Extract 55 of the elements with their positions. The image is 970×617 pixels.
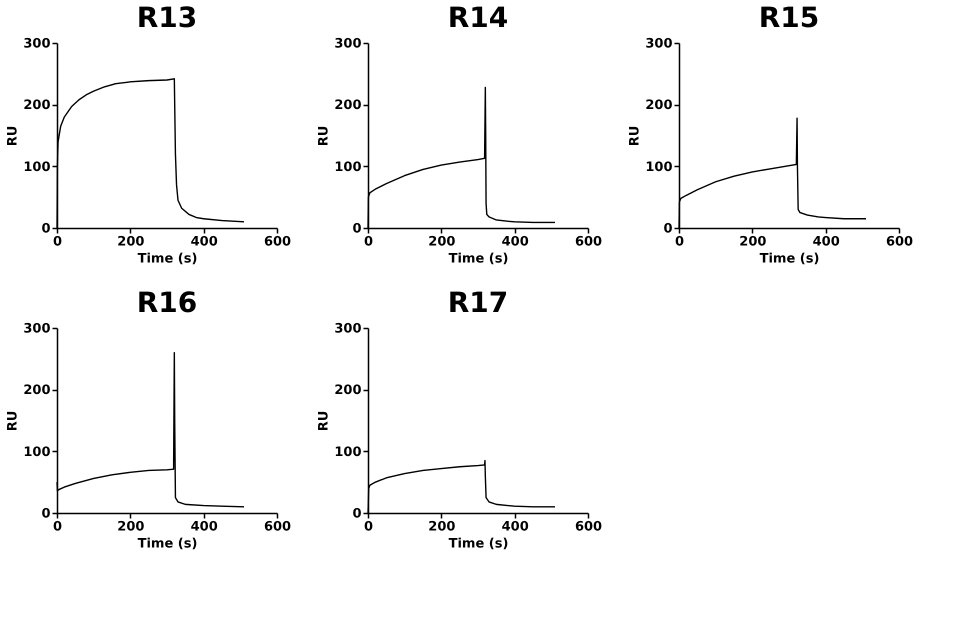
x-tick-label: 600 [886, 234, 914, 250]
x-axis-title: Time (s) [448, 252, 508, 266]
y-tick-label: 0 [352, 506, 362, 522]
x-axis-title: Time (s) [138, 252, 198, 266]
x-tick-label: 400 [502, 520, 529, 534]
chart-title: R14 [448, 1, 508, 34]
x-tick-label: 400 [190, 520, 218, 534]
y-axis-title: RU [5, 410, 20, 432]
x-tick-label: 200 [428, 520, 456, 534]
y-tick-label: 100 [645, 160, 672, 175]
x-tick-label: 200 [117, 520, 144, 534]
y-tick-label: 0 [663, 222, 672, 236]
x-tick-label: 600 [574, 234, 602, 250]
y-tick-label: 200 [334, 383, 362, 398]
y-tick-label: 0 [41, 506, 50, 522]
x-tick-label: 600 [264, 520, 292, 534]
chart-title: R15 [758, 1, 820, 34]
y-tick-label: 300 [334, 322, 362, 336]
x-tick-label: 0 [52, 520, 62, 534]
chart-title: R13 [136, 1, 198, 34]
y-tick-label: 0 [352, 222, 362, 236]
x-tick-label: 0 [364, 520, 374, 534]
x-tick-label: 200 [428, 234, 456, 250]
y-axis-title: RU [5, 126, 20, 146]
y-tick-label: 300 [23, 322, 50, 336]
y-axis-title: RU [627, 126, 642, 146]
x-tick-label: 0 [364, 234, 374, 250]
y-tick-label: 300 [334, 36, 362, 52]
y-tick-label: 200 [334, 98, 362, 114]
y-tick-label: 0 [41, 222, 50, 236]
y-tick-label: 100 [23, 160, 50, 175]
y-tick-label: 100 [23, 444, 50, 460]
y-tick-label: 300 [645, 36, 672, 52]
x-tick-label: 600 [574, 520, 602, 534]
y-tick-label: 200 [23, 383, 50, 398]
y-axis-title: RU [316, 410, 332, 432]
x-tick-label: 200 [739, 234, 766, 250]
y-axis-title: RU [316, 126, 332, 146]
y-tick-label: 100 [334, 444, 362, 460]
x-tick-label: 0 [674, 234, 684, 250]
x-tick-label: 0 [52, 234, 62, 250]
y-tick-label: 200 [645, 98, 672, 114]
x-axis-title: Time (s) [138, 536, 198, 552]
x-tick-label: 400 [502, 234, 529, 250]
y-tick-label: 100 [334, 160, 362, 175]
y-tick-label: 300 [23, 36, 50, 52]
y-tick-label: 200 [23, 98, 50, 114]
x-tick-label: 600 [264, 234, 292, 250]
x-axis-title: Time (s) [448, 536, 508, 552]
x-tick-label: 400 [190, 234, 218, 250]
x-tick-label: 400 [812, 234, 840, 250]
x-axis-title: Time (s) [760, 252, 820, 266]
chart-title: R16 [136, 286, 198, 319]
x-tick-label: 200 [117, 234, 144, 250]
chart-title: R17 [448, 286, 508, 319]
